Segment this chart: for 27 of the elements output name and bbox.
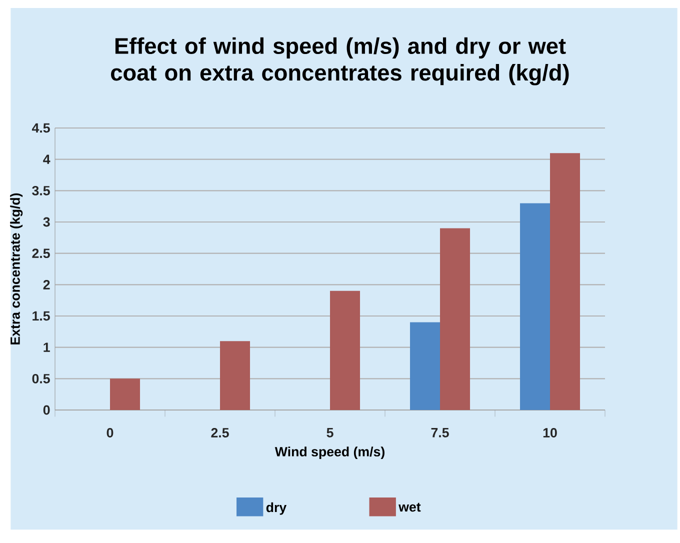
y-tick-label: 1.5 <box>32 311 50 321</box>
legend-label: wet <box>398 502 421 512</box>
y-tick-label: 2.5 <box>32 248 50 258</box>
x-tick-label: 5 <box>326 428 334 438</box>
bar <box>110 378 140 410</box>
y-tick-label: 0 <box>43 405 50 415</box>
legend-label: dry <box>266 502 287 515</box>
y-axis-title: Extra concentrate (kg/d) <box>10 193 23 344</box>
bar <box>410 322 440 410</box>
x-tick-label: 2.5 <box>211 428 229 438</box>
y-tick-label: 0.5 <box>32 374 50 384</box>
bar <box>550 153 580 410</box>
y-tick-label: 1 <box>44 342 50 352</box>
y-tick-label: 4 <box>43 154 50 164</box>
x-tick-label: 0 <box>106 428 114 438</box>
bar <box>220 341 250 410</box>
chart-title: Effect of wind speed (m/s) and dry or wet coat on extra concentrates required (kg/d) <box>111 37 569 86</box>
y-tick-label: 3 <box>43 217 50 227</box>
bar <box>520 203 550 410</box>
x-tick-label: 10 <box>543 428 557 438</box>
y-tick-label: 4.5 <box>32 123 50 133</box>
bar <box>330 290 360 410</box>
x-tick-label: 7.5 <box>431 428 449 438</box>
y-tick-label: 2 <box>43 280 50 290</box>
x-axis-title: Wind speed (m/s) <box>274 446 384 460</box>
y-tick-label: 3.5 <box>32 186 50 196</box>
bar <box>440 228 470 410</box>
